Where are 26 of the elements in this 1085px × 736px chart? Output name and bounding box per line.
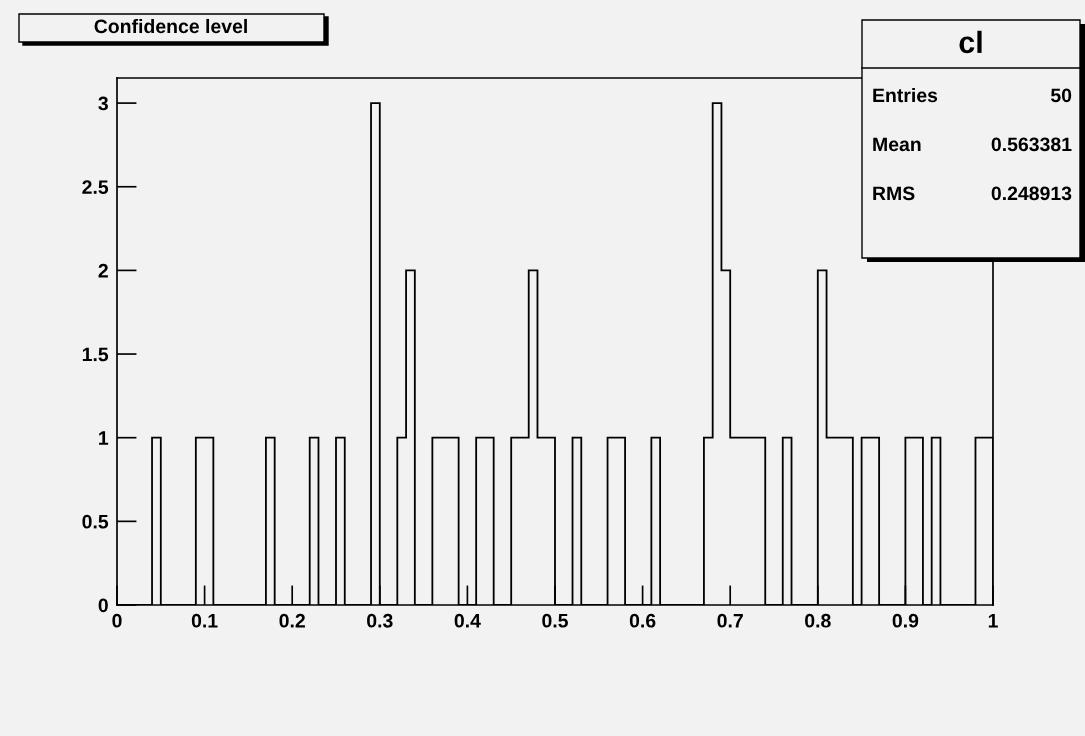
y-tick-label: 0.5 — [82, 514, 109, 529]
text: cl — [959, 30, 982, 54]
annotation: 0.563381 — [991, 137, 1072, 152]
y-tick-label: 2 — [98, 263, 108, 278]
x-tick-label: 0.4 — [454, 613, 481, 628]
y-tick-label: 3 — [98, 96, 108, 111]
x-tick-label: 0.1 — [191, 613, 218, 628]
x-tick-label: 1 — [988, 614, 998, 628]
x-tick-label: 0.7 — [717, 613, 743, 628]
annotation: Mean — [873, 137, 921, 152]
text: 50 — [1050, 88, 1072, 103]
x-tick-label: 0 — [112, 613, 122, 628]
x-tick-label: 0.6 — [629, 613, 656, 628]
x-tick-label: 0.2 — [279, 613, 305, 628]
chart-title: Confidence level — [94, 18, 247, 34]
annotation: RMS — [873, 186, 915, 201]
annotation: 0.248913 — [991, 186, 1072, 201]
x-tick-label: 0.9 — [892, 613, 919, 628]
y-tick-label: 2.5 — [82, 180, 109, 194]
annotation: Entries — [873, 87, 938, 103]
y-tick-label: 0 — [98, 598, 108, 613]
y-tick-label: 1.5 — [82, 347, 109, 362]
x-tick-label: 0.3 — [367, 613, 393, 628]
y-tick-label: 1 — [99, 431, 109, 445]
x-tick-label: 0.5 — [542, 613, 568, 628]
x-tick-label: 0.8 — [805, 613, 831, 628]
